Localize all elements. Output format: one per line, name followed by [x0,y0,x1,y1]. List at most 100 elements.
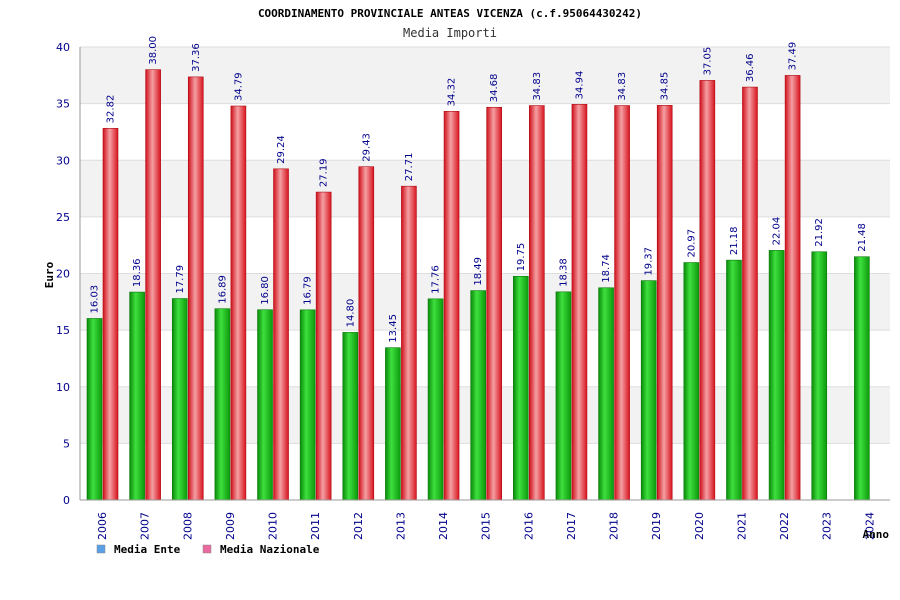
value-label-media-nazionale: 34.83 [617,72,628,101]
value-label-media-nazionale: 32.82 [106,95,117,124]
x-tick-label: 2017 [565,512,578,540]
x-tick-label: 2006 [96,512,109,540]
bar-media-ente [214,308,231,501]
x-tick-label: 2023 [821,512,834,540]
y-tick-label: 30 [56,154,70,167]
bar-media-ente [427,298,444,501]
x-axis-label: Anno [863,528,890,541]
bar-media-nazionale [486,106,502,501]
y-tick-label: 0 [63,494,70,507]
value-label-media-ente: 21.48 [857,223,868,252]
bar-media-nazionale [187,76,204,501]
bar-media-ente [342,332,359,501]
x-axis-ticks: 2006 2007 2008 2009 2010 2011 2012 2013 2014 2015… [96,512,876,540]
value-label-media-ente: 19.75 [516,243,527,272]
value-label-media-nazionale: 34.94 [574,71,585,100]
value-label-media-ente: 14.80 [345,299,356,328]
bar-media-nazionale [656,105,673,501]
bar-media-ente [171,298,188,501]
y-tick-label: 20 [56,268,70,281]
value-label-media-nazionale: 38.00 [148,36,159,65]
bar-media-ente [129,291,145,501]
x-tick-label: 2019 [650,512,663,540]
x-tick-label: 2021 [735,512,748,540]
bar-media-ente [854,256,870,501]
x-tick-label: 2024 [863,512,876,540]
x-tick-label: 2018 [608,512,621,540]
y-axis-ticks: 0 5 10 15 20 25 30 35 40 [56,41,70,507]
bar-media-ente [811,251,828,501]
bar-media-ente [768,250,785,501]
bar-media-ente [683,262,700,501]
value-label-media-ente: 22.04 [772,217,783,246]
y-tick-label: 40 [56,41,70,54]
legend-label-media-ente: Media Ente [114,543,181,556]
legend-swatch-media-nazionale [202,544,212,554]
bar-media-nazionale [699,80,716,501]
bar-media-ente [86,318,103,501]
bar-media-ente [299,309,316,501]
x-tick-label: 2007 [139,512,152,540]
bar-media-ente [470,290,486,501]
value-label-media-nazionale: 37.36 [191,43,202,72]
bar-media-nazionale [784,75,801,501]
value-label-media-nazionale: 37.05 [702,47,713,76]
value-label-media-ente: 17.79 [175,265,186,294]
value-label-media-ente: 17.76 [431,265,442,294]
value-label-media-ente: 16.80 [260,276,271,305]
value-label-media-ente: 20.97 [686,229,697,258]
bar-media-ente [598,287,614,501]
bar-media-nazionale [401,185,417,501]
value-label-media-ente: 16.79 [303,276,314,305]
x-tick-label: 2009 [224,512,237,540]
value-label-media-ente: 21.92 [814,218,825,247]
x-tick-label: 2022 [778,512,791,540]
x-tick-label: 2008 [181,512,194,540]
bar-media-nazionale [230,105,247,501]
value-label-media-nazionale: 34.68 [489,74,500,103]
x-tick-label: 2011 [309,512,322,540]
x-tick-label: 2010 [267,512,280,540]
x-tick-label: 2020 [693,512,706,540]
bar-media-nazionale [273,168,289,501]
value-label-media-ente: 18.38 [558,258,569,287]
x-tick-label: 2015 [480,512,493,540]
y-tick-label: 15 [56,324,70,337]
bar-media-ente [640,280,657,501]
y-tick-label: 5 [63,437,70,450]
x-tick-label: 2016 [522,512,535,540]
bar-media-nazionale [443,111,460,501]
value-label-media-ente: 21.18 [729,226,740,255]
bar-media-nazionale [315,191,332,501]
value-label-media-nazionale: 34.79 [233,72,244,101]
value-label-media-ente: 18.36 [132,258,143,287]
value-label-media-nazionale: 37.49 [788,42,799,71]
value-label-media-nazionale: 27.19 [319,158,330,187]
value-label-media-nazionale: 34.83 [532,72,543,101]
bar-media-ente [257,309,273,501]
value-label-media-nazionale: 34.85 [660,72,671,101]
x-tick-label: 2013 [394,512,407,540]
bar-media-nazionale [529,105,545,501]
value-label-media-ente: 16.89 [217,275,228,304]
chart-title: COORDINAMENTO PROVINCIALE ANTEAS VICENZA… [258,7,642,20]
value-label-media-nazionale: 34.32 [447,78,458,107]
legend: Media Ente Media Nazionale [96,543,320,556]
bar-media-nazionale [571,104,588,501]
value-labels: 16.03 32.82 18.36 38.00 17.79 37.36 16.89 34.79… [90,36,868,343]
y-tick-label: 10 [56,381,70,394]
chart-subtitle: Media Importi [403,26,497,40]
bar-media-nazionale [358,166,375,501]
bar-media-nazionale [742,86,758,501]
x-tick-label: 2014 [437,512,450,540]
bar-media-nazionale [145,69,161,501]
y-tick-label: 25 [56,211,70,224]
value-label-media-ente: 18.49 [473,257,484,286]
y-tick-label: 35 [56,98,70,111]
value-label-media-nazionale: 29.43 [361,133,372,162]
legend-label-media-nazionale: Media Nazionale [220,543,320,556]
value-label-media-ente: 16.03 [90,285,101,314]
bar-media-nazionale [614,105,630,501]
bar-media-ente [555,291,572,501]
value-label-media-ente: 18.74 [601,254,612,283]
